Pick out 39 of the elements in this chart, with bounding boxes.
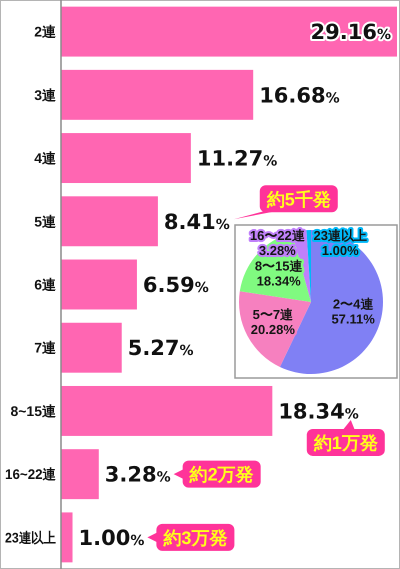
y-tick-label: 3連 <box>34 86 57 103</box>
slice-label: 5〜7連 <box>252 307 294 322</box>
data-label: 20.28% <box>250 322 296 338</box>
y-tick-label: 7連 <box>34 340 57 356</box>
bar <box>61 70 254 120</box>
data-label: 18.34% <box>278 399 359 424</box>
data-label: 1.00% <box>322 243 360 258</box>
y-tick-label: 2連 <box>34 24 57 40</box>
data-label: 29.16% <box>310 20 391 44</box>
annotation: 約3万発 <box>162 528 228 548</box>
bar <box>61 6 397 57</box>
bar <box>61 512 73 562</box>
bar <box>61 322 122 373</box>
data-label: 3.28% <box>258 243 296 258</box>
bar <box>61 449 99 500</box>
y-tick-label: 4連 <box>34 150 57 166</box>
y-tick-label: 6連 <box>34 276 57 292</box>
data-label: 57.11% <box>331 312 376 327</box>
bar <box>61 133 191 184</box>
data-label: 11.27% <box>196 146 278 171</box>
y-tick-label: 23連以上 <box>5 529 63 546</box>
annotation: 約1万発 <box>312 432 378 453</box>
data-label: 18.34% <box>256 273 302 288</box>
y-tick-label: 8~15連 <box>10 402 57 419</box>
data-label: 6.59% <box>142 273 209 297</box>
data-label: 3.28% <box>104 462 171 487</box>
bar <box>61 260 137 310</box>
slice-label: 8〜15連 <box>254 258 304 274</box>
annotation: 約5千発 <box>266 189 331 210</box>
y-tick-label: 5連 <box>34 213 57 230</box>
slice-label: 2〜4連 <box>332 296 374 312</box>
data-label: 8.41% <box>164 210 230 234</box>
data-label: 16.68% <box>259 83 340 108</box>
annotation: 約2万発 <box>188 464 254 485</box>
data-label: 1.00% <box>78 526 144 550</box>
bar <box>61 386 272 436</box>
y-tick-label: 16~22連 <box>5 466 58 482</box>
data-label: 5.27% <box>128 336 194 360</box>
bar <box>61 196 158 246</box>
